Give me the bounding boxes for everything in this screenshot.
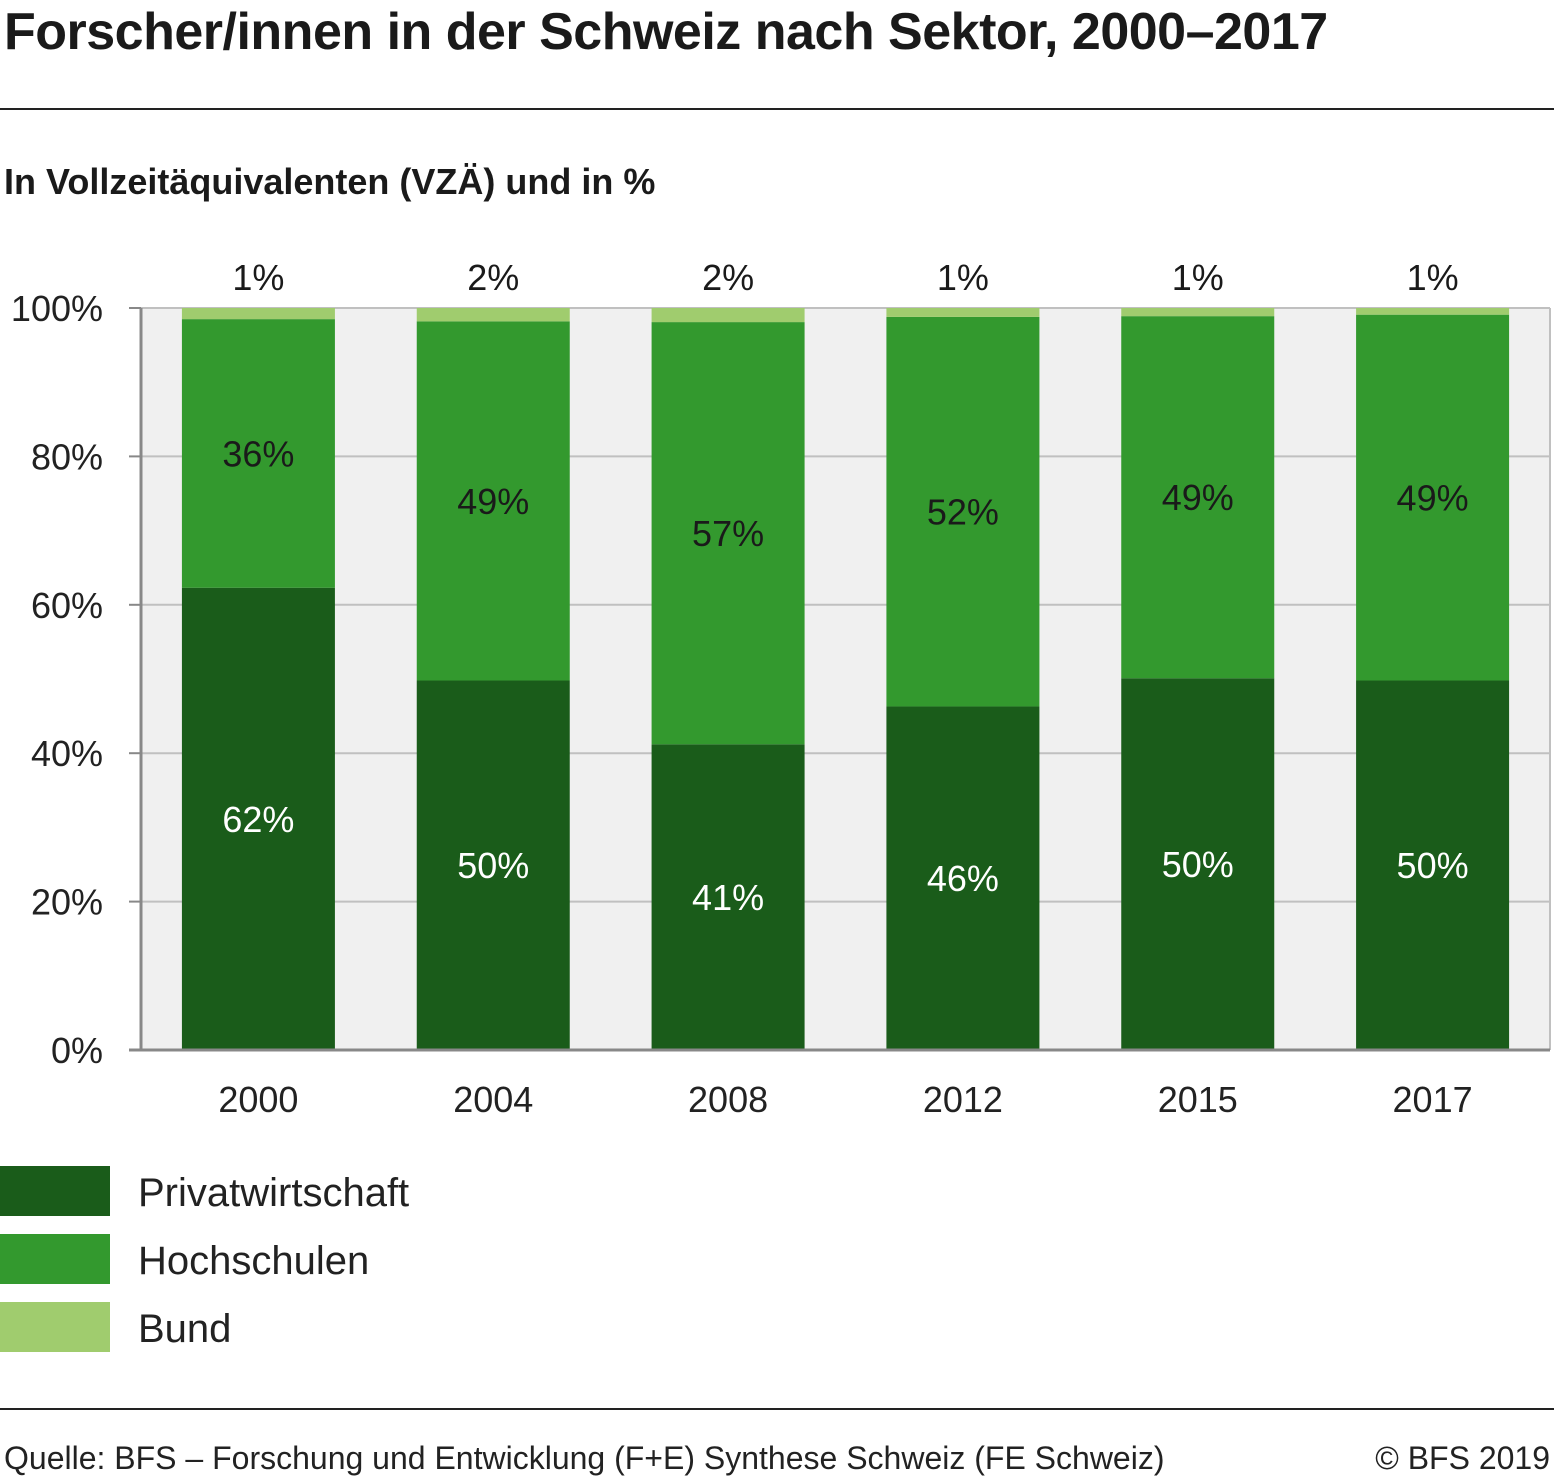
y-tick-label-3: 60% (31, 585, 103, 626)
data-label-2017-bund: 1% (1407, 257, 1459, 298)
y-tick-label-0: 0% (51, 1030, 103, 1071)
data-label-2015-bund: 1% (1172, 257, 1224, 298)
legend-swatch-privatwirtschaft (0, 1166, 110, 1216)
data-label-2015-hochschulen: 49% (1162, 477, 1234, 518)
bar-2017-bund (1356, 308, 1510, 315)
legend-item-bund: Bund (0, 1302, 600, 1352)
data-label-2008-privatwirtschaft: 41% (692, 877, 764, 918)
data-label-2017-hochschulen: 49% (1397, 478, 1469, 519)
bar-2017-hochschulen (1356, 314, 1510, 681)
source-note: Quelle: BFS – Forschung und Entwicklung … (4, 1440, 1165, 1476)
data-label-2000-bund: 1% (232, 257, 284, 298)
data-label-2008-bund: 2% (702, 257, 754, 298)
chart-title: Forscher/innen in der Schweiz nach Sekto… (4, 3, 1328, 61)
bar-2012-hochschulen (886, 316, 1040, 707)
legend-swatch-hochschulen (0, 1234, 110, 1284)
data-label-2017-privatwirtschaft: 50% (1397, 845, 1469, 886)
data-label-2004-privatwirtschaft: 50% (457, 845, 529, 886)
y-tick-label-4: 80% (31, 436, 103, 477)
chart-subtitle: In Vollzeitäquivalenten (VZÄ) und in % (4, 161, 656, 202)
legend-swatch-bund (0, 1302, 110, 1352)
y-tick-label-5: 100% (11, 288, 103, 329)
legend-label-hochschulen: Hochschulen (138, 1239, 370, 1283)
bar-2008-bund (651, 308, 805, 323)
bar-2008-hochschulen (651, 322, 805, 745)
copyright-note: © BFS 2019 (1375, 1440, 1550, 1476)
bar-2000-bund (181, 308, 335, 320)
plot-background (141, 308, 1550, 1050)
y-tick-label-2: 40% (31, 733, 103, 774)
legend-label-privatwirtschaft: Privatwirtschaft (138, 1171, 410, 1215)
data-label-2012-privatwirtschaft: 46% (927, 858, 999, 899)
bar-2012-bund (886, 308, 1040, 317)
title-divider (0, 108, 1554, 110)
data-labels: 62% 36% 1% 50% 49% 2% 41% 57% 2% 46% 52% 1% 50% 49% 1%… (222, 257, 1468, 918)
x-tick-label-2008: 2008 (688, 1079, 768, 1120)
data-label-2012-bund: 1% (937, 257, 989, 298)
bar-2004-privatwirtschaft (416, 680, 570, 1050)
data-label-2012-hochschulen: 52% (927, 492, 999, 533)
data-label-2000-privatwirtschaft: 62% (222, 799, 294, 840)
data-label-2000-hochschulen: 36% (222, 433, 294, 474)
bar-2004-hochschulen (416, 321, 570, 681)
legend-item-privatwirtschaft: Privatwirtschaft (0, 1166, 600, 1216)
data-label-2004-bund: 2% (467, 257, 519, 298)
legend-item-hochschulen: Hochschulen (0, 1234, 600, 1284)
stacked-bar-chart: 0% 20% 40% 60% 80% 100% 2000 2004 2008 2012 2015 20… (11, 257, 1551, 1120)
bar-2015-hochschulen (1121, 316, 1275, 679)
data-label-2004-hochschulen: 49% (457, 481, 529, 522)
data-label-2015-privatwirtschaft: 50% (1162, 844, 1234, 885)
bar-2000-hochschulen (181, 319, 335, 588)
bar-2017-privatwirtschaft (1356, 680, 1510, 1050)
bars (181, 308, 1510, 1050)
bar-2000-privatwirtschaft (181, 587, 335, 1050)
bar-2015-privatwirtschaft (1121, 678, 1275, 1050)
x-tick-label-2015: 2015 (1158, 1079, 1238, 1120)
bar-2008-privatwirtschaft (651, 744, 805, 1050)
x-tick-label-2000: 2000 (218, 1079, 298, 1120)
legend-label-bund: Bund (138, 1307, 232, 1351)
x-tick-label-2004: 2004 (453, 1079, 533, 1120)
x-tick-label-2012: 2012 (923, 1079, 1003, 1120)
bar-2004-bund (416, 308, 570, 322)
bar-2015-bund (1121, 308, 1275, 317)
bar-2012-privatwirtschaft (886, 706, 1040, 1050)
footer-divider (0, 1408, 1554, 1410)
data-label-2008-hochschulen: 57% (692, 513, 764, 554)
x-tick-label-2017: 2017 (1393, 1079, 1473, 1120)
axes: 0% 20% 40% 60% 80% 100% 2000 2004 2008 2012 2015 20… (11, 288, 1550, 1120)
y-tick-label-1: 20% (31, 882, 103, 923)
